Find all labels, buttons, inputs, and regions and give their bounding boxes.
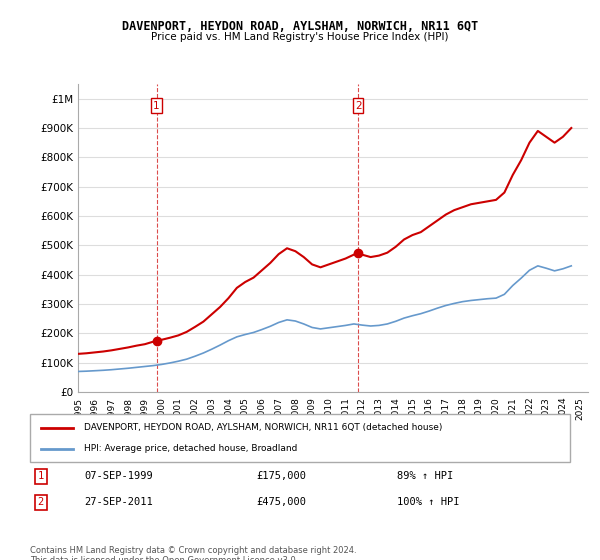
Text: £475,000: £475,000	[257, 497, 307, 507]
Text: 100% ↑ HPI: 100% ↑ HPI	[397, 497, 460, 507]
Text: 1: 1	[153, 101, 160, 110]
Text: 89% ↑ HPI: 89% ↑ HPI	[397, 472, 454, 482]
Text: HPI: Average price, detached house, Broadland: HPI: Average price, detached house, Broa…	[84, 444, 298, 453]
Text: £175,000: £175,000	[257, 472, 307, 482]
FancyBboxPatch shape	[30, 414, 570, 462]
Text: DAVENPORT, HEYDON ROAD, AYLSHAM, NORWICH, NR11 6QT: DAVENPORT, HEYDON ROAD, AYLSHAM, NORWICH…	[122, 20, 478, 32]
Text: 27-SEP-2011: 27-SEP-2011	[84, 497, 153, 507]
Text: 1: 1	[38, 472, 44, 482]
Text: 2: 2	[355, 101, 361, 110]
Text: 2: 2	[38, 497, 44, 507]
Text: Contains HM Land Registry data © Crown copyright and database right 2024.
This d: Contains HM Land Registry data © Crown c…	[30, 546, 356, 560]
Text: DAVENPORT, HEYDON ROAD, AYLSHAM, NORWICH, NR11 6QT (detached house): DAVENPORT, HEYDON ROAD, AYLSHAM, NORWICH…	[84, 423, 442, 432]
Text: 07-SEP-1999: 07-SEP-1999	[84, 472, 153, 482]
Text: Price paid vs. HM Land Registry's House Price Index (HPI): Price paid vs. HM Land Registry's House …	[151, 32, 449, 43]
